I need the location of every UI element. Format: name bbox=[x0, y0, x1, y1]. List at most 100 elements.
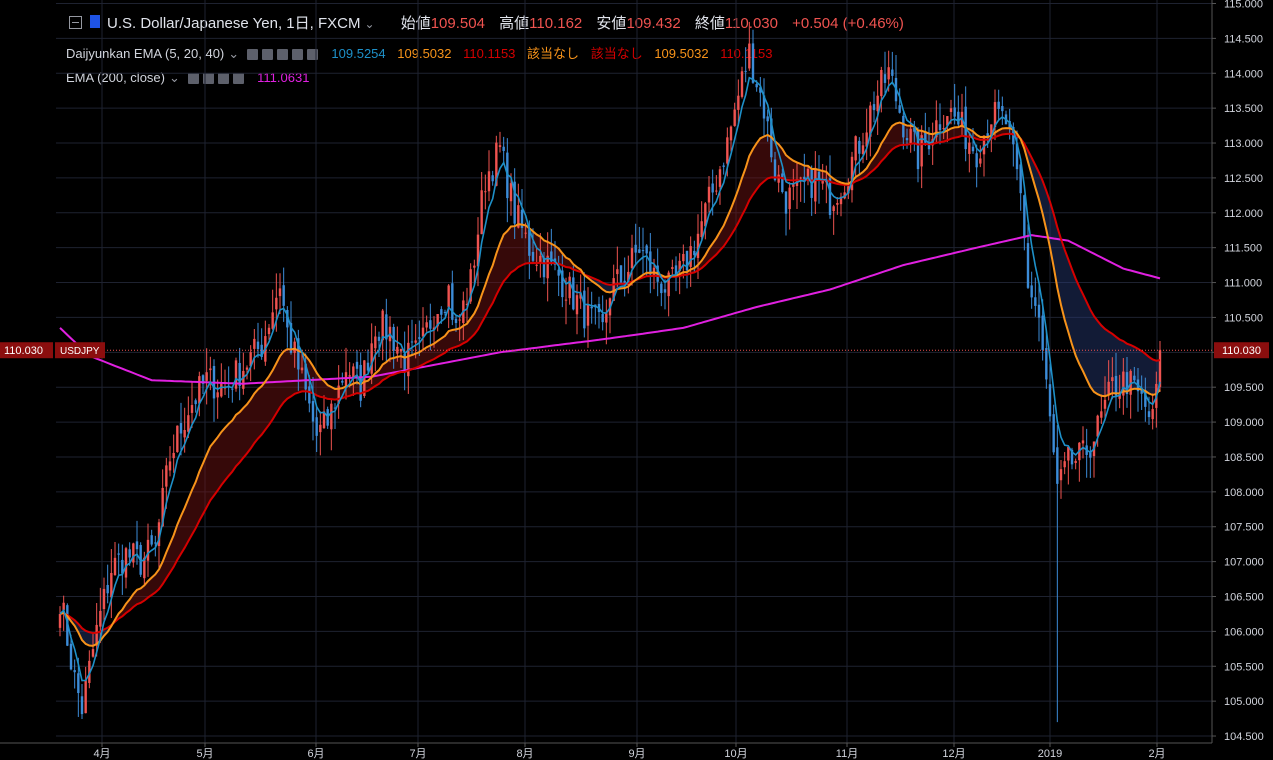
x-tick-label: 2月 bbox=[1148, 748, 1165, 760]
candle-body bbox=[590, 306, 593, 309]
symbol-badge bbox=[55, 342, 105, 359]
candle-body bbox=[1089, 451, 1092, 458]
candle-body bbox=[1096, 415, 1099, 437]
candle-body bbox=[311, 401, 315, 422]
ema20-value-2: 109.5032 bbox=[654, 46, 709, 61]
chevron-down-icon[interactable]: ⌄ bbox=[169, 70, 180, 85]
candle-body bbox=[1041, 315, 1044, 350]
candle-body bbox=[473, 265, 476, 268]
ema5-value: 109.5254 bbox=[331, 46, 386, 61]
candle-body bbox=[198, 376, 201, 404]
collapse-toggle-icon[interactable] bbox=[69, 16, 82, 29]
candle-body bbox=[161, 487, 164, 527]
candle-body bbox=[733, 109, 736, 126]
candle-body bbox=[1015, 143, 1019, 170]
candle-body bbox=[58, 613, 62, 628]
candle-body bbox=[377, 336, 381, 341]
candle-body bbox=[1125, 372, 1129, 395]
candle-body bbox=[124, 548, 128, 578]
y-tick-label: 114.000 bbox=[1224, 68, 1263, 80]
settings-icon[interactable] bbox=[261, 49, 273, 61]
candle-body bbox=[685, 250, 689, 271]
candle-body bbox=[663, 289, 667, 293]
candle-body bbox=[520, 209, 524, 228]
candle-body bbox=[993, 102, 997, 128]
candle-body bbox=[172, 452, 175, 459]
candle-body bbox=[740, 71, 744, 97]
candle-body bbox=[502, 146, 505, 151]
ema20-line bbox=[59, 121, 1161, 647]
candle-body bbox=[333, 407, 337, 409]
remove-icon[interactable] bbox=[232, 73, 244, 85]
candle-body bbox=[909, 128, 912, 144]
candle-body bbox=[1111, 377, 1114, 382]
candle-body bbox=[997, 101, 1000, 109]
candle-body bbox=[557, 269, 560, 276]
y-tick-label: 108.500 bbox=[1224, 452, 1264, 464]
y-tick-label: 112.500 bbox=[1224, 173, 1263, 185]
candle-body bbox=[773, 159, 777, 181]
candle-body bbox=[711, 183, 714, 193]
candle-body bbox=[315, 417, 318, 436]
candle-body bbox=[396, 346, 399, 354]
candle-body bbox=[913, 127, 916, 132]
candle-body bbox=[689, 246, 692, 267]
candle-body bbox=[62, 602, 65, 611]
remove-icon[interactable] bbox=[306, 49, 318, 61]
candle-body bbox=[135, 541, 139, 550]
candle-body bbox=[766, 116, 769, 122]
chevron-down-icon[interactable]: ⌄ bbox=[364, 17, 375, 31]
y-tick-label: 106.500 bbox=[1224, 591, 1264, 603]
y-tick-label: 105.000 bbox=[1224, 696, 1264, 708]
candle-body bbox=[403, 353, 406, 372]
candle-body bbox=[1023, 195, 1026, 239]
candle-body bbox=[146, 539, 150, 561]
settings-icon[interactable] bbox=[202, 73, 214, 85]
change-value: +0.504 (+0.46%) bbox=[792, 15, 904, 32]
candle-body bbox=[487, 171, 491, 192]
candle-body bbox=[267, 327, 271, 335]
chevron-down-icon[interactable]: ⌄ bbox=[228, 46, 240, 61]
candle-body bbox=[352, 366, 355, 378]
cloud-bull bbox=[115, 224, 585, 622]
y-tick-label: 113.500 bbox=[1224, 103, 1263, 115]
candle-body bbox=[256, 341, 260, 350]
add-icon[interactable] bbox=[291, 49, 303, 61]
candle-body bbox=[524, 232, 527, 234]
candle-body bbox=[1037, 304, 1041, 318]
candle-body bbox=[1081, 440, 1085, 444]
y-tick-label: 115.000 bbox=[1224, 0, 1263, 10]
candle-body bbox=[531, 251, 535, 261]
candle-body bbox=[1063, 461, 1066, 468]
visibility-icon[interactable] bbox=[246, 49, 258, 61]
candle-body bbox=[168, 461, 172, 471]
y-tick-label: 107.500 bbox=[1224, 522, 1264, 534]
candle-body bbox=[1147, 411, 1151, 418]
candle-body bbox=[509, 183, 513, 202]
open-value: 109.504 bbox=[430, 15, 485, 32]
add-icon[interactable] bbox=[217, 73, 229, 85]
candle-body bbox=[883, 74, 887, 83]
candle-body bbox=[667, 272, 670, 297]
candle-body bbox=[744, 70, 747, 72]
high-value: 110.162 bbox=[529, 15, 583, 32]
source-icon[interactable] bbox=[276, 49, 288, 61]
candle-body bbox=[612, 278, 615, 301]
candle-body bbox=[1122, 371, 1125, 396]
y-tick-label: 105.500 bbox=[1224, 661, 1264, 673]
candle-body bbox=[344, 372, 348, 388]
candle-body bbox=[187, 415, 190, 432]
visibility-icon[interactable] bbox=[187, 73, 199, 85]
candles bbox=[58, 21, 1162, 723]
candle-body bbox=[201, 375, 205, 384]
candle-body bbox=[106, 584, 109, 594]
indicator-name[interactable]: Daijyunkan EMA (5, 20, 40) bbox=[66, 46, 225, 61]
candle-body bbox=[1100, 411, 1103, 418]
symbol-title[interactable]: U.S. Dollar/Japanese Yen, 1日, FXCM bbox=[107, 15, 361, 32]
candle-body bbox=[671, 267, 674, 269]
candle-body bbox=[627, 271, 630, 285]
candle-body bbox=[1052, 414, 1055, 453]
candle-body bbox=[84, 680, 87, 714]
candle-body bbox=[447, 285, 450, 308]
